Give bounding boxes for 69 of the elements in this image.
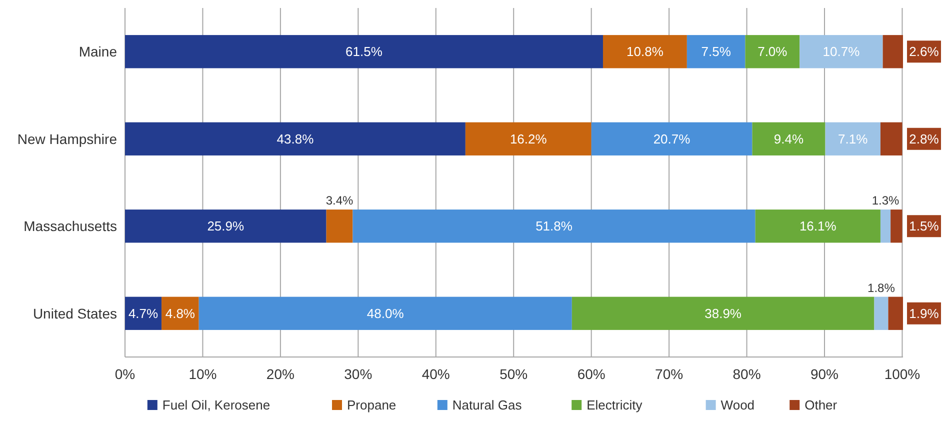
y-tick-label: Maine bbox=[78, 44, 118, 60]
legend-label: Natural Gas bbox=[452, 398, 522, 412]
data-label: 7.1% bbox=[838, 131, 868, 146]
x-tick-label: 50% bbox=[500, 366, 528, 382]
y-tick-label: New Hampshire bbox=[17, 130, 118, 147]
bar bbox=[591, 122, 752, 156]
data-label: 7.0% bbox=[758, 44, 788, 60]
data-label: 25.9% bbox=[207, 218, 245, 234]
bar bbox=[745, 35, 800, 68]
bar bbox=[874, 296, 888, 330]
legend-label: Fuel Oil, Kerosene bbox=[162, 398, 270, 412]
data-label: 2.6% bbox=[909, 44, 940, 60]
data-label: 51.8% bbox=[536, 218, 573, 234]
x-tick-label: 20% bbox=[266, 366, 294, 382]
legend-label: Other bbox=[804, 398, 838, 412]
bar bbox=[800, 35, 883, 68]
data-label: 1.8% bbox=[868, 280, 896, 295]
x-tick-label: 70% bbox=[655, 366, 684, 382]
data-label: 61.5% bbox=[346, 44, 383, 60]
data-label: 48.0% bbox=[366, 306, 404, 321]
x-tick-label: 100% bbox=[884, 366, 920, 382]
bar bbox=[880, 210, 891, 243]
bar bbox=[890, 210, 902, 243]
x-tick-label: 90% bbox=[810, 366, 839, 382]
x-tick-label: 30% bbox=[344, 366, 372, 382]
bar bbox=[125, 122, 466, 156]
legend-label: Electricity bbox=[586, 398, 643, 412]
bar bbox=[198, 296, 572, 330]
bar bbox=[326, 210, 353, 243]
data-label: 1.5% bbox=[909, 218, 940, 234]
legend-label: Propane bbox=[347, 398, 396, 412]
bar bbox=[752, 122, 826, 156]
data-label: 2.8% bbox=[909, 131, 940, 146]
bar bbox=[125, 35, 603, 68]
y-tick-label: Massachusetts bbox=[24, 218, 117, 234]
bar bbox=[572, 296, 874, 330]
bar bbox=[882, 35, 903, 68]
x-tick-label: 0% bbox=[114, 366, 136, 382]
bar bbox=[755, 210, 880, 243]
x-tick-label: 80% bbox=[732, 366, 761, 382]
data-label: 9.4% bbox=[774, 131, 804, 146]
bar bbox=[465, 122, 592, 156]
y-tick-label: United States bbox=[32, 305, 117, 322]
data-label: 10.8% bbox=[626, 44, 664, 60]
bar bbox=[825, 122, 880, 156]
data-label: 4.7% bbox=[128, 306, 159, 321]
bar bbox=[880, 122, 902, 156]
data-label: 3.4% bbox=[326, 194, 354, 208]
data-label: 38.9% bbox=[704, 306, 742, 321]
x-tick-label: 10% bbox=[188, 366, 217, 382]
data-label: 43.8% bbox=[276, 131, 314, 146]
data-label: 7.5% bbox=[701, 44, 732, 60]
data-label: 16.2% bbox=[510, 131, 548, 146]
x-tick-label: 40% bbox=[422, 366, 450, 382]
data-label: 1.9% bbox=[909, 306, 940, 321]
bar bbox=[686, 35, 746, 68]
legend-label: Wood bbox=[720, 398, 755, 412]
data-label: 10.7% bbox=[822, 44, 860, 60]
bar bbox=[125, 296, 162, 330]
bar bbox=[352, 210, 756, 243]
data-label: 1.3% bbox=[872, 194, 900, 208]
bar bbox=[602, 35, 687, 68]
data-label: 20.7% bbox=[653, 131, 691, 146]
x-tick-label: 60% bbox=[577, 366, 606, 382]
data-label: 4.8% bbox=[165, 306, 196, 321]
bar bbox=[125, 210, 326, 243]
bar bbox=[162, 296, 199, 330]
data-label: 16.1% bbox=[799, 218, 837, 234]
bar bbox=[888, 296, 903, 330]
